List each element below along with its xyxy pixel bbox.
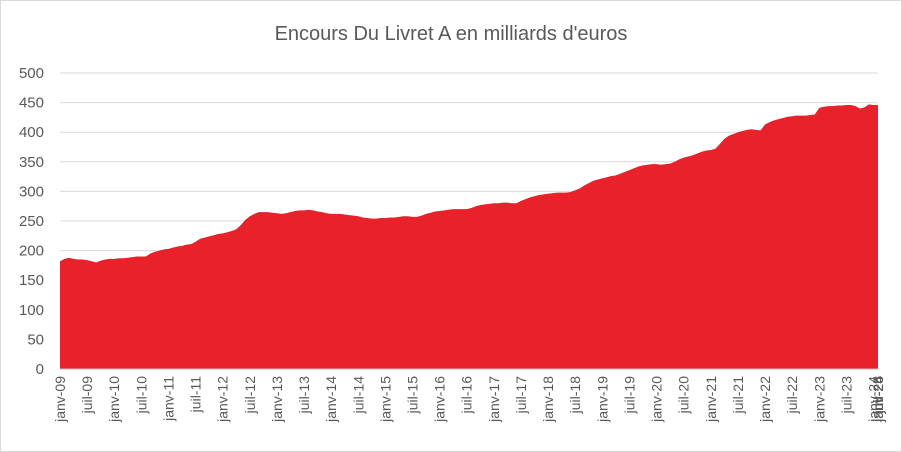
y-tick-label: 300 <box>19 183 44 200</box>
x-tick-label: juil-23 <box>838 376 854 415</box>
x-tick-label: juil-11 <box>188 376 204 414</box>
x-tick-label: juil-16 <box>459 376 475 415</box>
x-tick-label: juil-13 <box>296 376 312 415</box>
x-tick-label: janv-21 <box>703 376 719 423</box>
x-tick-label: juil-09 <box>79 376 95 415</box>
x-tick-label: janv-25 <box>870 376 886 423</box>
y-tick-label: 250 <box>19 213 44 230</box>
x-tick-label: juil-22 <box>784 376 800 415</box>
x-tick-label: janv-16 <box>432 376 448 423</box>
x-tick-label: janv-19 <box>594 376 610 423</box>
x-tick-label: janv-18 <box>540 376 556 423</box>
y-tick-label: 0 <box>36 361 44 378</box>
y-tick-label: 350 <box>19 154 44 171</box>
axis-layer: janv-09 juil-09 janv-10 juil-10 janv-11 juil-… <box>52 368 886 423</box>
x-tick-label: janv-09 <box>52 376 68 423</box>
x-tick-label: juil-19 <box>621 376 637 415</box>
x-tick-label: janv-11 <box>160 376 176 422</box>
x-tick-label: janv-14 <box>323 376 339 423</box>
area-layer <box>60 104 878 369</box>
x-tick-label: janv-23 <box>811 376 827 423</box>
x-tick-label: janv-15 <box>377 376 393 423</box>
x-tick-label: juil-12 <box>242 376 258 415</box>
y-tick-label: 500 <box>19 65 44 82</box>
chart-title: Encours Du Livret A en milliards d'euros <box>275 23 628 45</box>
x-tick-label: janv-24 <box>865 376 881 423</box>
x-tick-label: juil-10 <box>133 376 149 415</box>
y-tick-label: 150 <box>19 272 44 289</box>
x-tick-label: janv-10 <box>106 376 122 423</box>
x-tick-label: juil-14 <box>350 376 366 415</box>
x-tick-label: janv-12 <box>215 376 231 423</box>
x-tick-label: janv-13 <box>269 376 285 423</box>
y-tick-label: 450 <box>19 95 44 112</box>
x-tick-label: juil-18 <box>567 376 583 415</box>
x-tick-label: juil-24 <box>870 376 886 415</box>
area-series <box>60 104 878 369</box>
x-tick-label: janv-26 <box>870 376 886 423</box>
x-tick-label: juil-17 <box>513 376 529 415</box>
x-tick-label: juil-15 <box>405 376 421 415</box>
x-tick-label: juil-25 <box>870 376 886 415</box>
y-tick-label: 50 <box>27 331 44 348</box>
y-tick-label: 400 <box>19 124 44 141</box>
x-tick-label: janv-17 <box>486 376 502 423</box>
x-tick-label: janv-20 <box>649 376 665 423</box>
x-tick-label: janv-22 <box>757 376 773 423</box>
x-tick-label: juil-20 <box>676 376 692 415</box>
y-tick-label: 100 <box>19 302 44 319</box>
y-tick-label: 200 <box>19 243 44 260</box>
x-tick-label: juil-21 <box>730 376 746 415</box>
